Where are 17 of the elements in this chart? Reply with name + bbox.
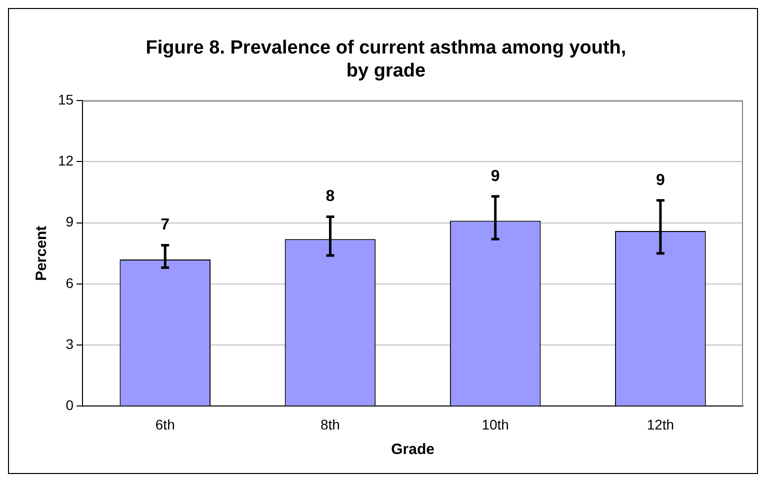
y-tick-label: 12 [58,152,74,169]
y-tick-label: 6 [66,274,74,291]
data-label: 9 [656,172,665,189]
y-tick-label: 0 [66,397,74,414]
x-tick-label: 8th [320,416,340,432]
y-tick-label: 9 [66,214,74,230]
x-axis-title: Grade [391,441,434,458]
y-tick-label: 3 [66,336,74,352]
y-tick-label: 15 [58,91,74,108]
data-label: 8 [326,188,335,206]
data-label: 9 [490,168,500,185]
x-tick-label: 10th [482,416,509,432]
y-axis-title: Percent [33,226,50,281]
x-tick-label: 6th [155,416,175,432]
x-tick-label: 12th [646,416,674,432]
data-label: 7 [160,216,170,234]
chart-title: Figure 8. Prevalence of current asthma among youth, by grade [146,38,626,82]
